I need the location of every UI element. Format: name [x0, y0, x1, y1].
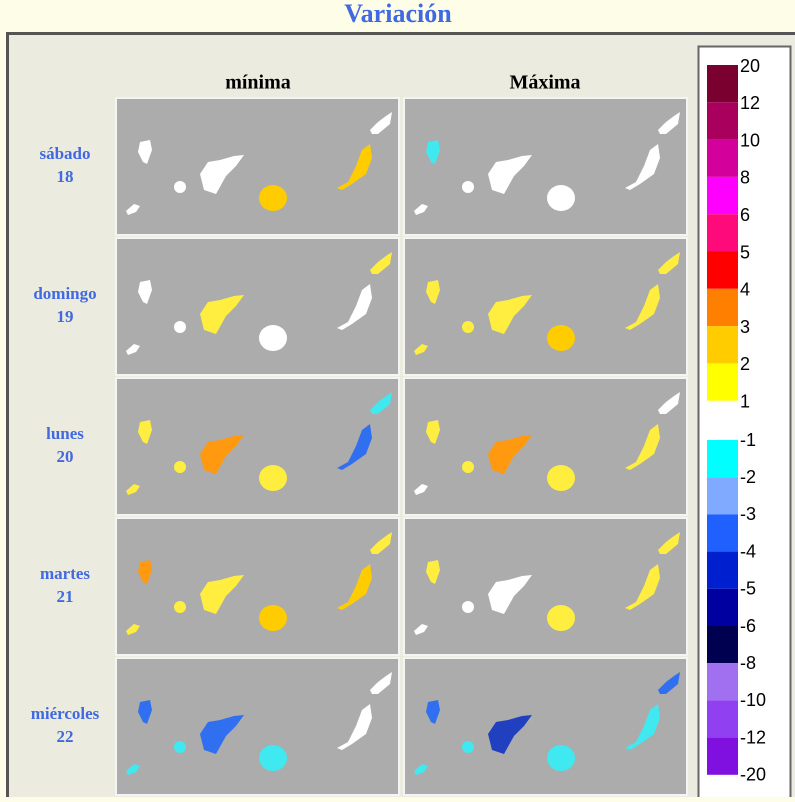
map-panel: [116, 98, 399, 235]
row-label: miércoles: [31, 704, 100, 723]
legend-swatch: [707, 65, 738, 102]
legend-swatch: [707, 738, 738, 775]
map-panel: [116, 518, 399, 655]
map-panel: [404, 378, 687, 515]
legend-swatch: [707, 252, 738, 289]
map-panel: [404, 658, 687, 795]
legend-label: 4: [740, 280, 750, 300]
legend-swatch: [707, 140, 738, 177]
row-label: 22: [57, 727, 74, 746]
island: [174, 741, 186, 753]
map-panel: [116, 658, 399, 795]
island: [547, 185, 575, 211]
legend-label: 3: [740, 317, 750, 337]
legend-label: -3: [740, 504, 756, 524]
row-label: domingo: [33, 284, 96, 303]
legend-swatch: [707, 589, 738, 626]
legend-label: -20: [740, 765, 766, 785]
island: [259, 325, 287, 351]
legend-label: -10: [740, 690, 766, 710]
map-panel: [404, 518, 687, 655]
island: [174, 321, 186, 333]
legend-label: -1: [740, 430, 756, 450]
page-title: Variación: [344, 0, 452, 28]
island: [547, 745, 575, 771]
map-panel: [116, 378, 399, 515]
legend-swatch: [707, 514, 738, 551]
island: [462, 461, 474, 473]
island: [547, 325, 575, 351]
legend-swatch: [707, 663, 738, 700]
legend-label: 1: [740, 391, 750, 411]
legend-label: -4: [740, 541, 756, 561]
legend-swatch: [707, 626, 738, 663]
island: [462, 601, 474, 613]
island: [259, 185, 287, 211]
legend-swatch: [707, 477, 738, 514]
map-panel: [404, 238, 687, 375]
island: [547, 465, 575, 491]
legend-label: 6: [740, 205, 750, 225]
column-header: mínima: [225, 72, 291, 94]
island: [259, 605, 287, 631]
legend-swatch: [707, 326, 738, 363]
legend-swatch: [707, 289, 738, 326]
row-label: martes: [40, 564, 90, 583]
legend-swatch: [707, 700, 738, 737]
legend-label: -2: [740, 467, 756, 487]
row-label: sábado: [39, 144, 90, 163]
legend-label: 20: [740, 56, 760, 76]
legend-swatch: [707, 552, 738, 589]
row-label: 18: [57, 167, 74, 186]
legend-label: -5: [740, 579, 756, 599]
legend-label: -6: [740, 616, 756, 636]
row-label: 20: [57, 447, 74, 466]
island: [547, 605, 575, 631]
legend-swatch: [707, 440, 738, 477]
island: [462, 741, 474, 753]
island: [462, 321, 474, 333]
island: [174, 181, 186, 193]
row-label: lunes: [46, 424, 84, 443]
legend-label: -12: [740, 727, 766, 747]
row-label: 21: [57, 587, 74, 606]
map-panel: [116, 238, 399, 375]
legend-label: 5: [740, 242, 750, 262]
legend-swatch: [707, 214, 738, 251]
island: [259, 465, 287, 491]
island: [174, 461, 186, 473]
legend-label: 8: [740, 168, 750, 188]
island: [462, 181, 474, 193]
legend-swatch: [707, 102, 738, 139]
island: [259, 745, 287, 771]
map-panel: [404, 98, 687, 235]
legend-swatch: [707, 363, 738, 400]
column-header: Máxima: [509, 72, 580, 94]
legend-swatch: [707, 177, 738, 214]
island: [174, 601, 186, 613]
legend-label: 2: [740, 354, 750, 374]
row-label: 19: [57, 307, 74, 326]
legend-label: 12: [740, 93, 760, 113]
legend-label: -8: [740, 653, 756, 673]
legend-label: 10: [740, 130, 760, 150]
